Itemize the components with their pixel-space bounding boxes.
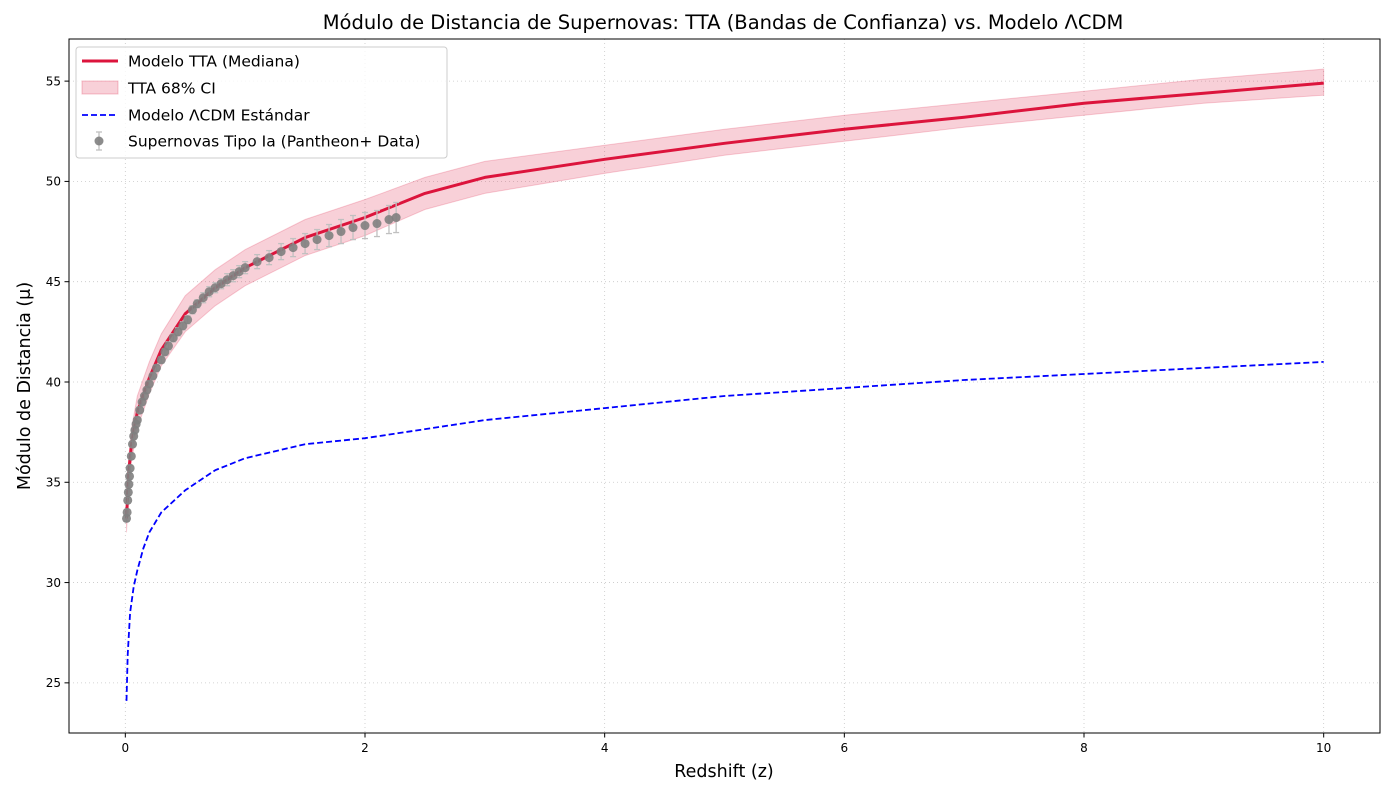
- supernova-point: [336, 227, 346, 237]
- supernova-point: [151, 363, 161, 373]
- legend-label: Modelo ΛCDM Estándar: [128, 107, 310, 125]
- supernova-point: [124, 479, 134, 489]
- supernova-point: [125, 471, 135, 481]
- supernova-point: [192, 299, 202, 309]
- legend-label: Modelo TTA (Mediana): [128, 53, 300, 71]
- y-tick-label: 25: [46, 676, 61, 690]
- supernova-point: [391, 213, 401, 223]
- supernova-point: [240, 263, 250, 273]
- supernova-point: [360, 221, 370, 231]
- supernova-point: [126, 451, 136, 461]
- x-tick-label: 2: [361, 741, 369, 755]
- supernova-point: [300, 239, 310, 249]
- lcdm-line: [125, 361, 1324, 701]
- x-axis: 0 2 4 6 8 10: [122, 733, 1331, 755]
- legend: Modelo TTA (Mediana) TTA 68% CI Modelo ΛCD…: [75, 46, 448, 159]
- plot-frame: [68, 38, 1381, 734]
- legend-label: Supernovas Tipo Ia (Pantheon+ Data): [128, 133, 420, 151]
- supernova-point: [276, 247, 286, 257]
- x-tick-label: 6: [841, 741, 849, 755]
- y-tick-label: 45: [46, 275, 61, 289]
- x-tick-label: 8: [1080, 741, 1088, 755]
- x-tick-label: 0: [122, 741, 130, 755]
- supernova-point: [384, 215, 394, 225]
- supernova-point: [324, 231, 334, 241]
- y-tick-label: 35: [46, 476, 61, 490]
- supernova-point: [168, 333, 178, 343]
- supernova-point: [288, 243, 298, 253]
- y-tick-label: 50: [46, 175, 61, 189]
- supernova-point: [187, 305, 197, 315]
- supernova-point: [173, 327, 183, 337]
- chart-title: Módulo de Distancia de Supernovas: TTA (…: [323, 11, 1124, 34]
- x-tick-label: 4: [601, 741, 609, 755]
- plot-area: [122, 68, 1325, 701]
- x-axis-label: Redshift (z): [674, 762, 773, 782]
- grid: [69, 39, 1380, 733]
- y-axis-label: Módulo de Distancia (μ): [15, 282, 35, 490]
- legend-box: [75, 46, 448, 159]
- supernova-point: [156, 355, 166, 365]
- supernova-point: [123, 495, 133, 505]
- supernova-point: [348, 223, 358, 233]
- legend-marker-tta-band: [81, 80, 119, 95]
- y-axis: 25 30 35 40 45 50 55: [46, 74, 69, 690]
- supernova-point: [252, 257, 262, 267]
- y-tick-label: 30: [46, 576, 61, 590]
- supernova-point: [148, 371, 158, 381]
- legend-label: TTA 68% CI: [127, 80, 216, 98]
- supernova-point: [264, 253, 274, 263]
- supernova-point: [372, 219, 382, 229]
- supernova-point: [183, 315, 193, 325]
- legend-marker-supernova: [94, 136, 104, 146]
- y-tick-label: 55: [46, 74, 61, 88]
- x-tick-label: 10: [1316, 741, 1331, 755]
- supernova-point: [198, 293, 208, 303]
- supernova-point: [135, 405, 145, 415]
- tta-confidence-band: [126, 68, 1325, 533]
- supernova-point: [144, 379, 154, 389]
- supernova-point: [312, 235, 322, 245]
- supernova-point: [163, 341, 173, 351]
- supernova-point: [125, 463, 135, 473]
- supernova-point: [123, 487, 133, 497]
- supernova-point: [178, 321, 188, 331]
- supernova-point: [122, 507, 132, 517]
- y-tick-label: 40: [46, 375, 61, 389]
- supernova-point: [132, 415, 142, 425]
- supernova-point: [128, 439, 138, 449]
